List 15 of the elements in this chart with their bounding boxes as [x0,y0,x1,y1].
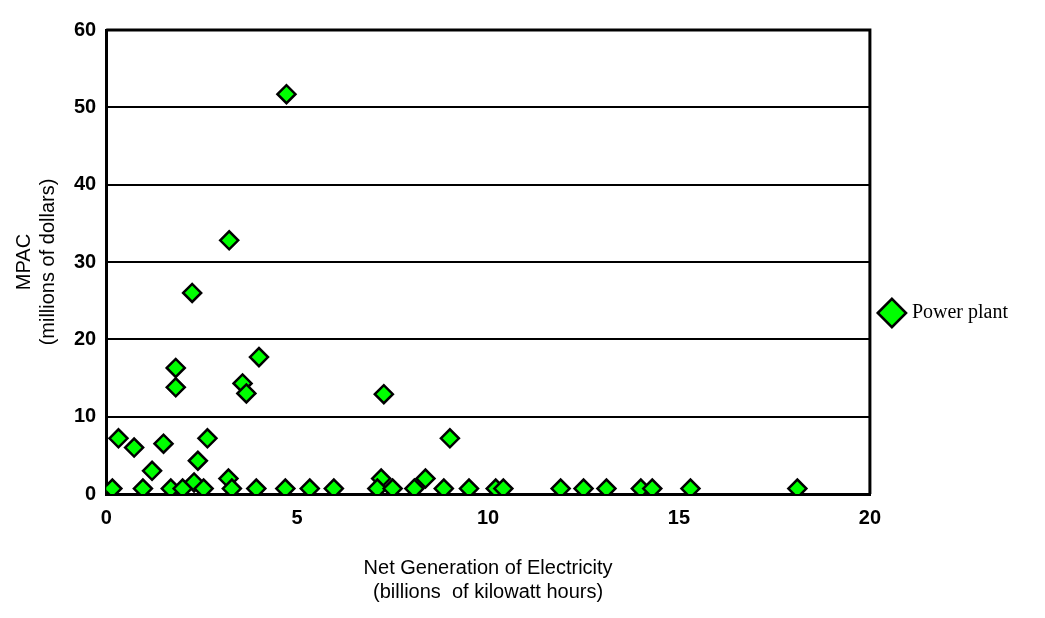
y-tick-label: 40 [74,172,97,195]
x-axis-title: Net Generation of Electricity (billions of kilowatt hours) [363,555,613,602]
y-tick-label: 0 [85,481,97,504]
y-tick-label: 10 [74,404,97,427]
y-tick-label: 30 [74,249,97,272]
y-axis-title: MPAC (millions of dollars) [11,178,58,346]
y-tick-label: 60 [74,17,97,40]
legend-label: Power plant [911,300,1009,324]
x-tick-label: 15 [667,505,691,528]
x-tick-label: 10 [476,505,500,528]
x-tick-label: 20 [858,505,882,528]
y-tick-label: 20 [74,326,97,349]
y-tick-label: 50 [74,94,97,117]
x-tick-label: 5 [291,505,303,528]
x-tick-label: 0 [100,505,112,528]
